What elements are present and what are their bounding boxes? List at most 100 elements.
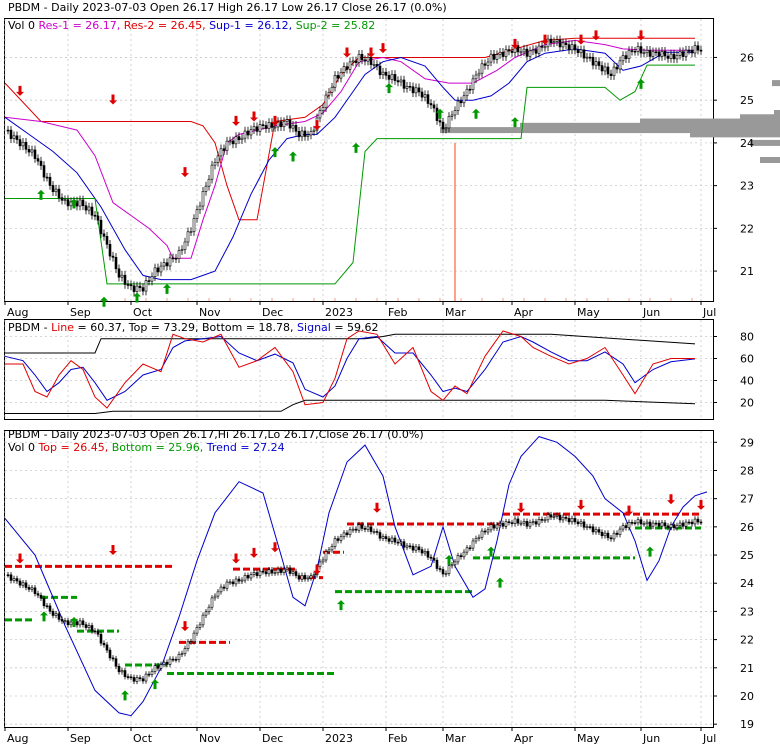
price-candle-body bbox=[342, 66, 346, 73]
2-ytick-label: 19 bbox=[740, 718, 754, 731]
price-candle-body bbox=[630, 50, 634, 52]
trend-xtick-label: Aug bbox=[7, 732, 28, 745]
price-candle-body bbox=[219, 148, 223, 157]
price-candle-body bbox=[162, 262, 166, 267]
price-candle-body bbox=[126, 284, 130, 286]
price-candle-body bbox=[354, 60, 358, 63]
price-candle-body bbox=[216, 155, 220, 163]
trend-candle-body bbox=[405, 545, 409, 548]
trend-candle-body bbox=[231, 581, 235, 585]
stochastic-header-part: PBDM - bbox=[8, 321, 51, 334]
price-candle-body bbox=[282, 121, 286, 128]
price-candle-body bbox=[231, 140, 235, 145]
buy-arrow bbox=[100, 296, 108, 307]
price-candle-body bbox=[636, 46, 640, 52]
price-candle-body bbox=[168, 257, 172, 267]
trend-xtick-label: 2023 bbox=[325, 732, 353, 745]
price-candle-body bbox=[537, 45, 541, 54]
trend-candle-body bbox=[498, 523, 502, 526]
trend-candle-body bbox=[372, 531, 376, 533]
trend-candle-body bbox=[318, 561, 322, 568]
trend-candle-body bbox=[387, 538, 391, 542]
trend-candle-body bbox=[516, 518, 520, 524]
trend-candle-body bbox=[69, 621, 73, 626]
trend-candle-body bbox=[174, 659, 178, 661]
buy-arrow bbox=[445, 555, 453, 566]
trend-candle-body bbox=[84, 624, 88, 628]
price-candle-body bbox=[639, 46, 643, 54]
sell-arrow bbox=[577, 499, 585, 510]
trend-candle-body bbox=[468, 547, 472, 550]
price-candle-body bbox=[54, 188, 58, 193]
0-ytick-label: 21 bbox=[740, 265, 754, 278]
1-ytick-label: 20 bbox=[740, 397, 754, 410]
trend-candle-body bbox=[204, 611, 208, 616]
price-candle-body bbox=[273, 126, 277, 129]
0-ytick-label: 23 bbox=[740, 180, 754, 193]
trend-candle-body bbox=[333, 538, 337, 547]
volume-profile-bar bbox=[440, 127, 780, 134]
trend-candle-body bbox=[546, 514, 550, 521]
trend-candle-body bbox=[339, 536, 343, 541]
price-xtick-label: Nov bbox=[199, 306, 221, 319]
sell-arrow bbox=[625, 505, 633, 516]
buy-arrow bbox=[487, 546, 495, 557]
trend-candle-body bbox=[354, 528, 358, 531]
trend-candle-body bbox=[177, 653, 181, 660]
2-ytick-label: 27 bbox=[740, 493, 754, 506]
trend-candle-body bbox=[78, 620, 82, 626]
trend-candle-body bbox=[306, 577, 310, 580]
sell-arrow bbox=[109, 545, 117, 556]
trend-header-part: Bottom = 25.96, bbox=[112, 441, 207, 454]
price-candle-body bbox=[528, 50, 532, 57]
trend-candle-body bbox=[504, 521, 508, 527]
price-candle-body bbox=[330, 86, 334, 93]
price-candle-body bbox=[657, 51, 661, 57]
price-candle-body bbox=[459, 100, 463, 104]
price-candle-body bbox=[396, 80, 400, 83]
trend-candle-body bbox=[348, 529, 352, 536]
trend-candle-body bbox=[603, 532, 607, 537]
trend-candle-body bbox=[465, 547, 469, 553]
trend-candle-body bbox=[234, 578, 238, 585]
trend-candle-body bbox=[543, 519, 547, 522]
price-candle-body bbox=[114, 257, 118, 270]
trend-candle-body bbox=[684, 521, 688, 527]
price-candle-body bbox=[375, 64, 379, 67]
price-candle-body bbox=[378, 65, 382, 76]
trend-candle-body bbox=[357, 524, 361, 531]
trend-candle-body bbox=[153, 665, 157, 672]
trend-candle-body bbox=[444, 573, 448, 575]
trend-candle-body bbox=[297, 575, 301, 580]
trend-candle-body bbox=[489, 524, 493, 531]
buy-arrow bbox=[436, 108, 444, 119]
sell-arrow bbox=[16, 85, 24, 96]
trend-candle-body bbox=[519, 522, 523, 525]
trend-candle-body bbox=[327, 549, 331, 552]
trend-candle-body bbox=[6, 574, 10, 577]
price-candle-body bbox=[684, 49, 688, 57]
sell-arrow bbox=[577, 34, 585, 45]
price-candle-body bbox=[237, 136, 241, 141]
stochastic-top-line bbox=[5, 333, 696, 354]
price-candle-body bbox=[36, 158, 40, 162]
price-candle-body bbox=[663, 50, 667, 57]
price-candle-body bbox=[132, 285, 136, 292]
trend-candle-body bbox=[210, 597, 214, 608]
price-candle-body bbox=[63, 199, 67, 201]
volume-profile-bar bbox=[640, 118, 780, 125]
price-xtick-label: Jul bbox=[702, 306, 716, 319]
price-header-levels: Vol 0 Res-1 = 26.17, Res-2 = 26.45, Sup-… bbox=[8, 19, 375, 32]
price-candle-body bbox=[333, 75, 337, 88]
trend-candle-body bbox=[66, 620, 70, 626]
sell-arrow bbox=[379, 43, 387, 54]
price-candle-body bbox=[6, 129, 10, 132]
price-header-part: Vol 0 bbox=[8, 19, 38, 32]
price-candle-body bbox=[384, 71, 388, 76]
buy-arrow bbox=[289, 151, 297, 162]
price-candle-body bbox=[672, 53, 676, 60]
price-candle-body bbox=[408, 85, 412, 88]
trend-candle-body bbox=[687, 521, 691, 524]
2-ytick-label: 24 bbox=[740, 577, 754, 590]
1-ytick-label: 40 bbox=[740, 375, 754, 388]
